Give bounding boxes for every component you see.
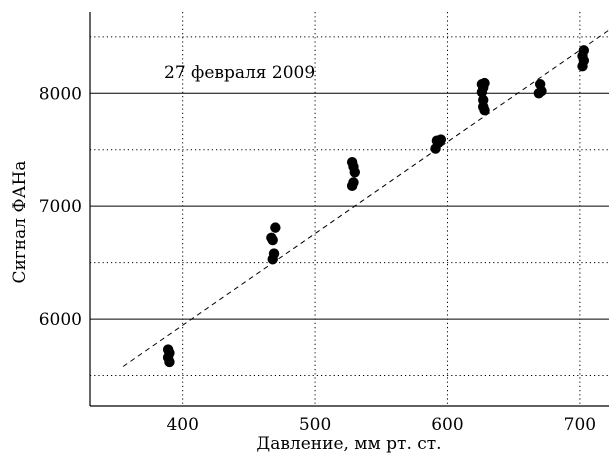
- data-point-21: [476, 86, 488, 98]
- y-tick-label-7000: 7000: [39, 197, 82, 217]
- x-axis-label: Давление, мм рт. ст.: [256, 434, 441, 454]
- data-point-8: [267, 254, 278, 265]
- axes: [89, 12, 609, 407]
- y-tick-label-8000: 8000: [39, 84, 82, 104]
- x-tick-label-400: 400: [166, 415, 198, 435]
- data-point-24: [479, 105, 490, 116]
- y-axis-label: Сигнал ФАНа: [10, 161, 30, 284]
- x-tick-label-700: 700: [564, 415, 596, 435]
- data-point-6: [270, 222, 281, 233]
- data-point-27: [533, 88, 545, 99]
- data-point-13: [346, 180, 358, 192]
- y-tick-label-6000: 6000: [39, 310, 82, 330]
- chart-annotation: 27 февраля 2009: [164, 63, 315, 83]
- x-tick-label-500: 500: [299, 415, 331, 435]
- grid: [90, 12, 609, 406]
- data-point-17: [430, 143, 441, 154]
- data-points: [162, 45, 590, 368]
- x-tick-label-600: 600: [431, 415, 463, 435]
- data-point-5: [267, 234, 278, 246]
- data-point-11: [349, 167, 360, 178]
- data-point-31: [577, 60, 588, 72]
- tick-labels: 400 500 600 700 6000 7000 8000: [39, 84, 596, 435]
- data-point-3: [164, 356, 175, 368]
